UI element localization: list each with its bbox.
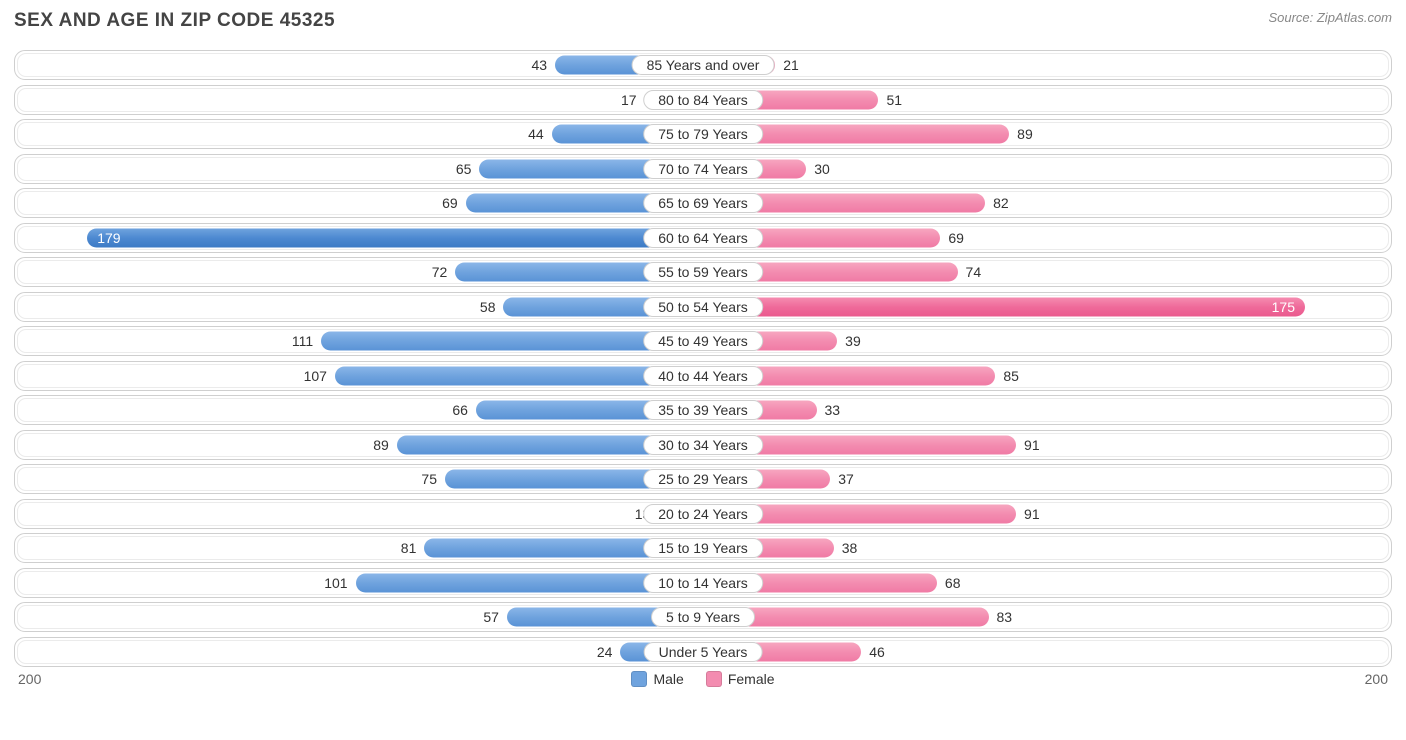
chart-header: SEX AND AGE IN ZIP CODE 45325 Source: Zi… xyxy=(14,10,1392,32)
female-value: 69 xyxy=(948,230,964,246)
pyramid-row: 66 33 35 to 39 Years xyxy=(14,395,1392,425)
age-category-label: 15 to 19 Years xyxy=(643,538,763,558)
population-pyramid-chart: 43 21 85 Years and over 17 51 80 to 84 Years 4… xyxy=(14,50,1392,667)
age-category-label: 30 to 34 Years xyxy=(643,435,763,455)
female-value: 91 xyxy=(1024,506,1040,522)
male-value: 44 xyxy=(528,126,544,142)
age-category-label: 80 to 84 Years xyxy=(643,90,763,110)
male-value: 111 xyxy=(292,333,313,349)
male-bar xyxy=(87,228,703,247)
male-value: 179 xyxy=(87,230,120,246)
female-swatch-icon xyxy=(706,671,722,687)
female-value: 21 xyxy=(783,57,799,73)
pyramid-row: 107 85 40 to 44 Years xyxy=(14,361,1392,391)
age-category-label: 40 to 44 Years xyxy=(643,366,763,386)
pyramid-row: 44 89 75 to 79 Years xyxy=(14,119,1392,149)
age-category-label: 25 to 29 Years xyxy=(643,469,763,489)
pyramid-row: 65 30 70 to 74 Years xyxy=(14,154,1392,184)
female-value: 33 xyxy=(825,402,841,418)
legend-item-female: Female xyxy=(706,671,775,687)
female-value: 83 xyxy=(997,609,1013,625)
male-value: 43 xyxy=(532,57,548,73)
age-category-label: Under 5 Years xyxy=(644,642,763,662)
male-value: 75 xyxy=(421,471,437,487)
female-value: 30 xyxy=(814,161,830,177)
male-value: 81 xyxy=(401,540,417,556)
pyramid-row: 43 21 85 Years and over xyxy=(14,50,1392,80)
female-value: 85 xyxy=(1003,368,1019,384)
female-value: 82 xyxy=(993,195,1009,211)
age-category-label: 20 to 24 Years xyxy=(643,504,763,524)
age-category-label: 85 Years and over xyxy=(632,55,775,75)
age-category-label: 50 to 54 Years xyxy=(643,297,763,317)
age-category-label: 5 to 9 Years xyxy=(651,607,755,627)
pyramid-row: 17 51 80 to 84 Years xyxy=(14,85,1392,115)
pyramid-row: 179 69 60 to 64 Years xyxy=(14,223,1392,253)
legend-female-label: Female xyxy=(728,671,775,687)
male-value: 57 xyxy=(483,609,499,625)
male-value: 66 xyxy=(452,402,468,418)
pyramid-row: 72 74 55 to 59 Years xyxy=(14,257,1392,287)
age-category-label: 70 to 74 Years xyxy=(643,159,763,179)
male-value: 69 xyxy=(442,195,458,211)
female-value: 68 xyxy=(945,575,961,591)
age-category-label: 10 to 14 Years xyxy=(643,573,763,593)
male-value: 89 xyxy=(373,437,389,453)
pyramid-row: 139120 to 24 Years xyxy=(14,499,1392,529)
chart-source: Source: ZipAtlas.com xyxy=(1268,10,1392,25)
pyramid-row: 58 175 50 to 54 Years xyxy=(14,292,1392,322)
female-value: 91 xyxy=(1024,437,1040,453)
male-value: 24 xyxy=(597,644,613,660)
pyramid-row: 24 46 Under 5 Years xyxy=(14,637,1392,667)
female-value: 38 xyxy=(842,540,858,556)
male-value: 65 xyxy=(456,161,472,177)
age-category-label: 55 to 59 Years xyxy=(643,262,763,282)
pyramid-row: 75 37 25 to 29 Years xyxy=(14,464,1392,494)
pyramid-row: 69 82 65 to 69 Years xyxy=(14,188,1392,218)
pyramid-row: 57 83 5 to 9 Years xyxy=(14,602,1392,632)
axis-max-right: 200 xyxy=(1365,671,1388,687)
legend-male-label: Male xyxy=(653,671,683,687)
chart-title: SEX AND AGE IN ZIP CODE 45325 xyxy=(14,10,335,32)
pyramid-row: 111 39 45 to 49 Years xyxy=(14,326,1392,356)
male-value: 72 xyxy=(432,264,448,280)
male-swatch-icon xyxy=(631,671,647,687)
male-value: 17 xyxy=(621,92,637,108)
legend-item-male: Male xyxy=(631,671,683,687)
age-category-label: 60 to 64 Years xyxy=(643,228,763,248)
chart-legend: Male Female xyxy=(631,671,774,687)
pyramid-row: 89 91 30 to 34 Years xyxy=(14,430,1392,460)
female-value: 46 xyxy=(869,644,885,660)
female-value: 89 xyxy=(1017,126,1033,142)
male-value: 101 xyxy=(324,575,347,591)
female-value: 39 xyxy=(845,333,861,349)
male-value: 58 xyxy=(480,299,496,315)
female-value: 51 xyxy=(886,92,902,108)
female-value: 74 xyxy=(966,264,982,280)
age-category-label: 35 to 39 Years xyxy=(643,400,763,420)
age-category-label: 45 to 49 Years xyxy=(643,331,763,351)
age-category-label: 65 to 69 Years xyxy=(643,193,763,213)
male-value: 107 xyxy=(304,368,327,384)
female-value: 37 xyxy=(838,471,854,487)
chart-footer: 200 Male Female 200 xyxy=(14,671,1392,687)
axis-max-left: 200 xyxy=(18,671,41,687)
pyramid-row: 81 38 15 to 19 Years xyxy=(14,533,1392,563)
age-category-label: 75 to 79 Years xyxy=(643,124,763,144)
female-bar xyxy=(703,297,1305,316)
female-value: 175 xyxy=(1272,299,1305,315)
pyramid-row: 101 68 10 to 14 Years xyxy=(14,568,1392,598)
